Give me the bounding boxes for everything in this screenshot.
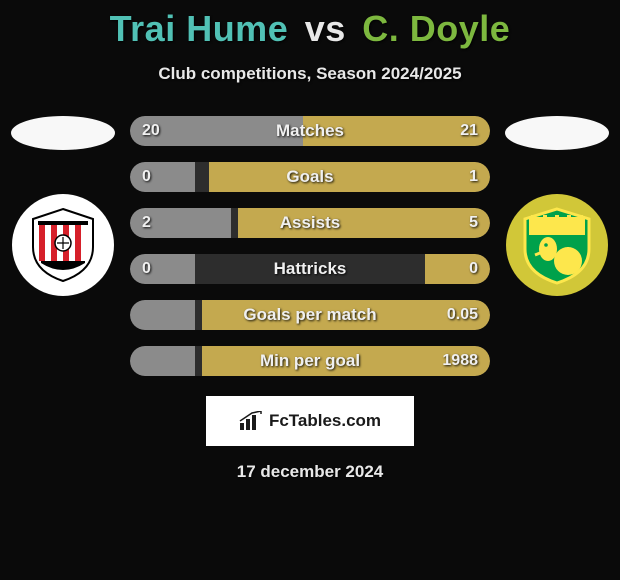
right-side [502,116,612,296]
comparison-title: Trai Hume vs C. Doyle [0,0,620,50]
stat-label: Matches [130,116,490,146]
stat-bar: Goals per match 0.05 [130,300,490,330]
stat-label: Hattricks [130,254,490,284]
vs-text: vs [305,8,346,49]
player1-name: Trai Hume [110,8,289,49]
content-area: 20 Matches 21 0 Goals 1 2 Assists 5 0 Ha… [0,116,620,482]
stat-value-right: 0.05 [447,300,478,330]
player2-name: C. Doyle [362,8,510,49]
stat-bars: 20 Matches 21 0 Goals 1 2 Assists 5 0 Ha… [130,116,490,376]
stat-bar: 20 Matches 21 [130,116,490,146]
player1-photo [11,116,115,150]
date-text: 17 december 2024 [0,462,620,482]
stat-value-right: 0 [469,254,478,284]
left-side [8,116,118,296]
subtitle: Club competitions, Season 2024/2025 [0,64,620,84]
stat-bar: 0 Goals 1 [130,162,490,192]
player2-photo [505,116,609,150]
chart-icon [239,411,263,431]
stat-bar: Min per goal 1988 [130,346,490,376]
stat-label: Goals [130,162,490,192]
player2-crest [506,194,608,296]
source-logo-text: FcTables.com [269,411,381,431]
sunderland-crest-icon [21,203,105,287]
stat-label: Min per goal [130,346,490,376]
stat-bar: 2 Assists 5 [130,208,490,238]
stat-value-right: 21 [460,116,478,146]
stat-value-right: 5 [469,208,478,238]
source-logo: FcTables.com [206,396,414,446]
norwich-crest-icon [515,203,599,287]
player1-crest [12,194,114,296]
stat-label: Goals per match [130,300,490,330]
stat-label: Assists [130,208,490,238]
stat-value-right: 1988 [442,346,478,376]
stat-bar: 0 Hattricks 0 [130,254,490,284]
stat-value-right: 1 [469,162,478,192]
